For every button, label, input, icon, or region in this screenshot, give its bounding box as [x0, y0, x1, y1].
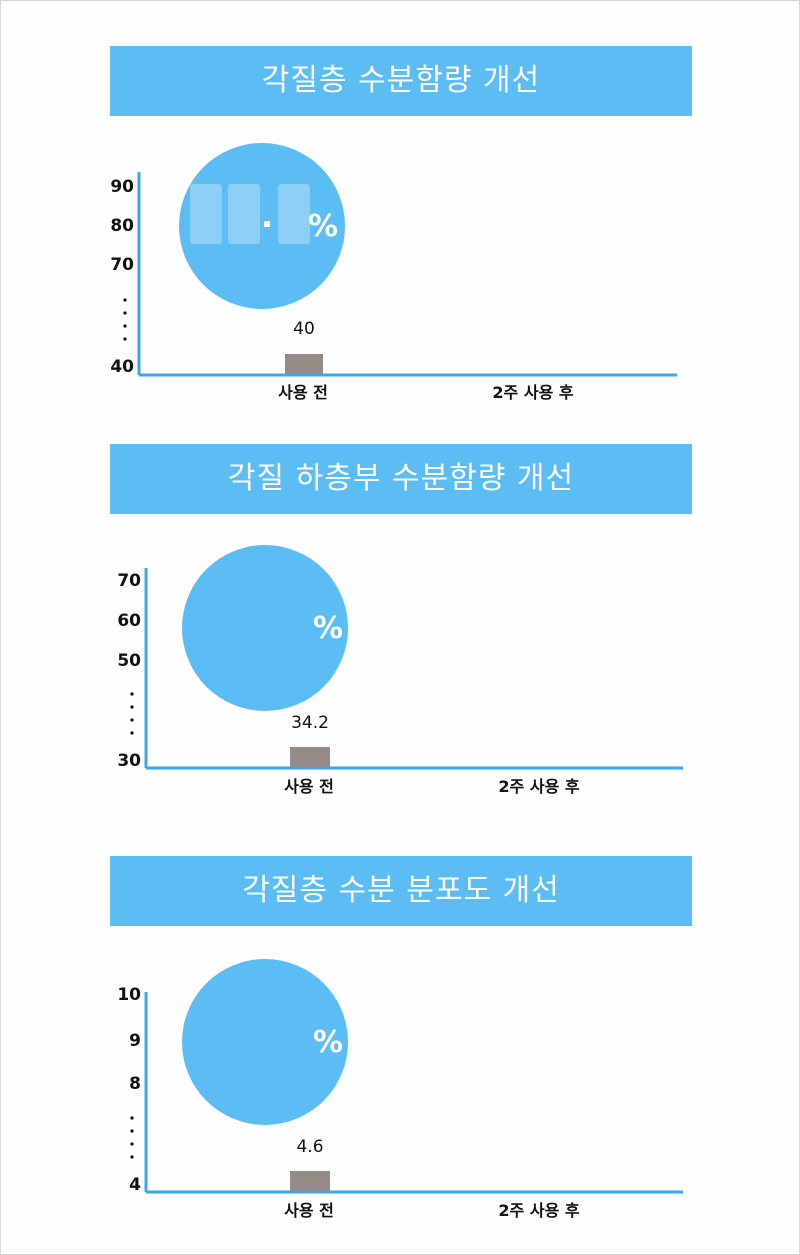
percent-unit: % [313, 611, 343, 646]
result-badge-circle [182, 545, 348, 711]
bar-value-label: 34.2 [291, 713, 329, 733]
y-tick-label: 30 [117, 751, 141, 771]
x-category-label: 사용 전 [278, 383, 328, 402]
y-tick-label: 9 [129, 1031, 141, 1051]
axis-break-dot [130, 1116, 134, 1120]
axis-break-dot [130, 718, 134, 722]
x-category-label: 사용 전 [284, 777, 334, 796]
chart-section-1: 각질층 수분함량 개선 90 80 70 40% 40 사용 전 2주 사용 후 [0, 0, 800, 402]
percent-unit: % [308, 209, 338, 244]
axis-break-dot [130, 705, 134, 709]
bar-before-use [290, 747, 330, 767]
blurred-digit [278, 184, 310, 244]
y-tick-label: 90 [110, 177, 134, 197]
x-category-label: 2주 사용 후 [492, 383, 573, 402]
chart-title-2: 각질 하층부 수분함량 개선 [110, 444, 692, 514]
bar-before-use [290, 1171, 330, 1191]
axis-break-dot [130, 731, 134, 735]
chart-3: 10 9 8 4% 4.6 사용 전 2주 사용 후 [117, 959, 683, 1220]
axis-break-dot [123, 311, 127, 315]
axis-break-dot [130, 1129, 134, 1133]
axis-break-dot [130, 692, 134, 696]
blurred-digit [228, 184, 260, 244]
axis-break-dot [123, 337, 127, 341]
bar-value-label: 4.6 [296, 1137, 323, 1157]
y-tick-label: 60 [117, 611, 141, 631]
chart-1: 90 80 70 40% 40 사용 전 2주 사용 후 [110, 143, 677, 402]
x-category-label: 2주 사용 후 [498, 1201, 579, 1220]
y-tick-label: 70 [117, 571, 141, 591]
chart-2: 70 60 50 30% 34.2 사용 전 2주 사용 후 [117, 545, 683, 796]
y-tick-label: 8 [129, 1074, 141, 1094]
chart-section-3: 각질층 수분 분포도 개선 10 9 8 4% 4.6 사용 전 2주 사용 후 [0, 810, 800, 1220]
y-tick-label: 80 [110, 216, 134, 236]
blurred-digit [190, 184, 222, 244]
bar-before-use [285, 354, 323, 374]
y-tick-label: 4 [129, 1175, 141, 1195]
axis-break-dot [130, 1142, 134, 1146]
decimal-point [264, 221, 270, 227]
axis-break-dot [123, 324, 127, 328]
result-badge-circle [182, 959, 348, 1125]
axis-break-dot [123, 298, 127, 302]
y-tick-label: 40 [110, 357, 134, 377]
y-tick-label: 50 [117, 651, 141, 671]
axis-break-dot [130, 1155, 134, 1159]
chart-title-1: 각질층 수분함량 개선 [110, 46, 692, 116]
y-tick-label: 10 [117, 985, 141, 1005]
percent-unit: % [313, 1025, 343, 1060]
y-tick-label: 70 [110, 255, 134, 275]
x-category-label: 2주 사용 후 [498, 777, 579, 796]
bar-value-label: 40 [293, 319, 315, 339]
x-category-label: 사용 전 [284, 1201, 334, 1220]
chart-section-2: 각질 하층부 수분함량 개선 70 60 50 30% 34.2 사용 전 2주 사용 후 [0, 398, 800, 798]
chart-title-3: 각질층 수분 분포도 개선 [110, 856, 692, 926]
